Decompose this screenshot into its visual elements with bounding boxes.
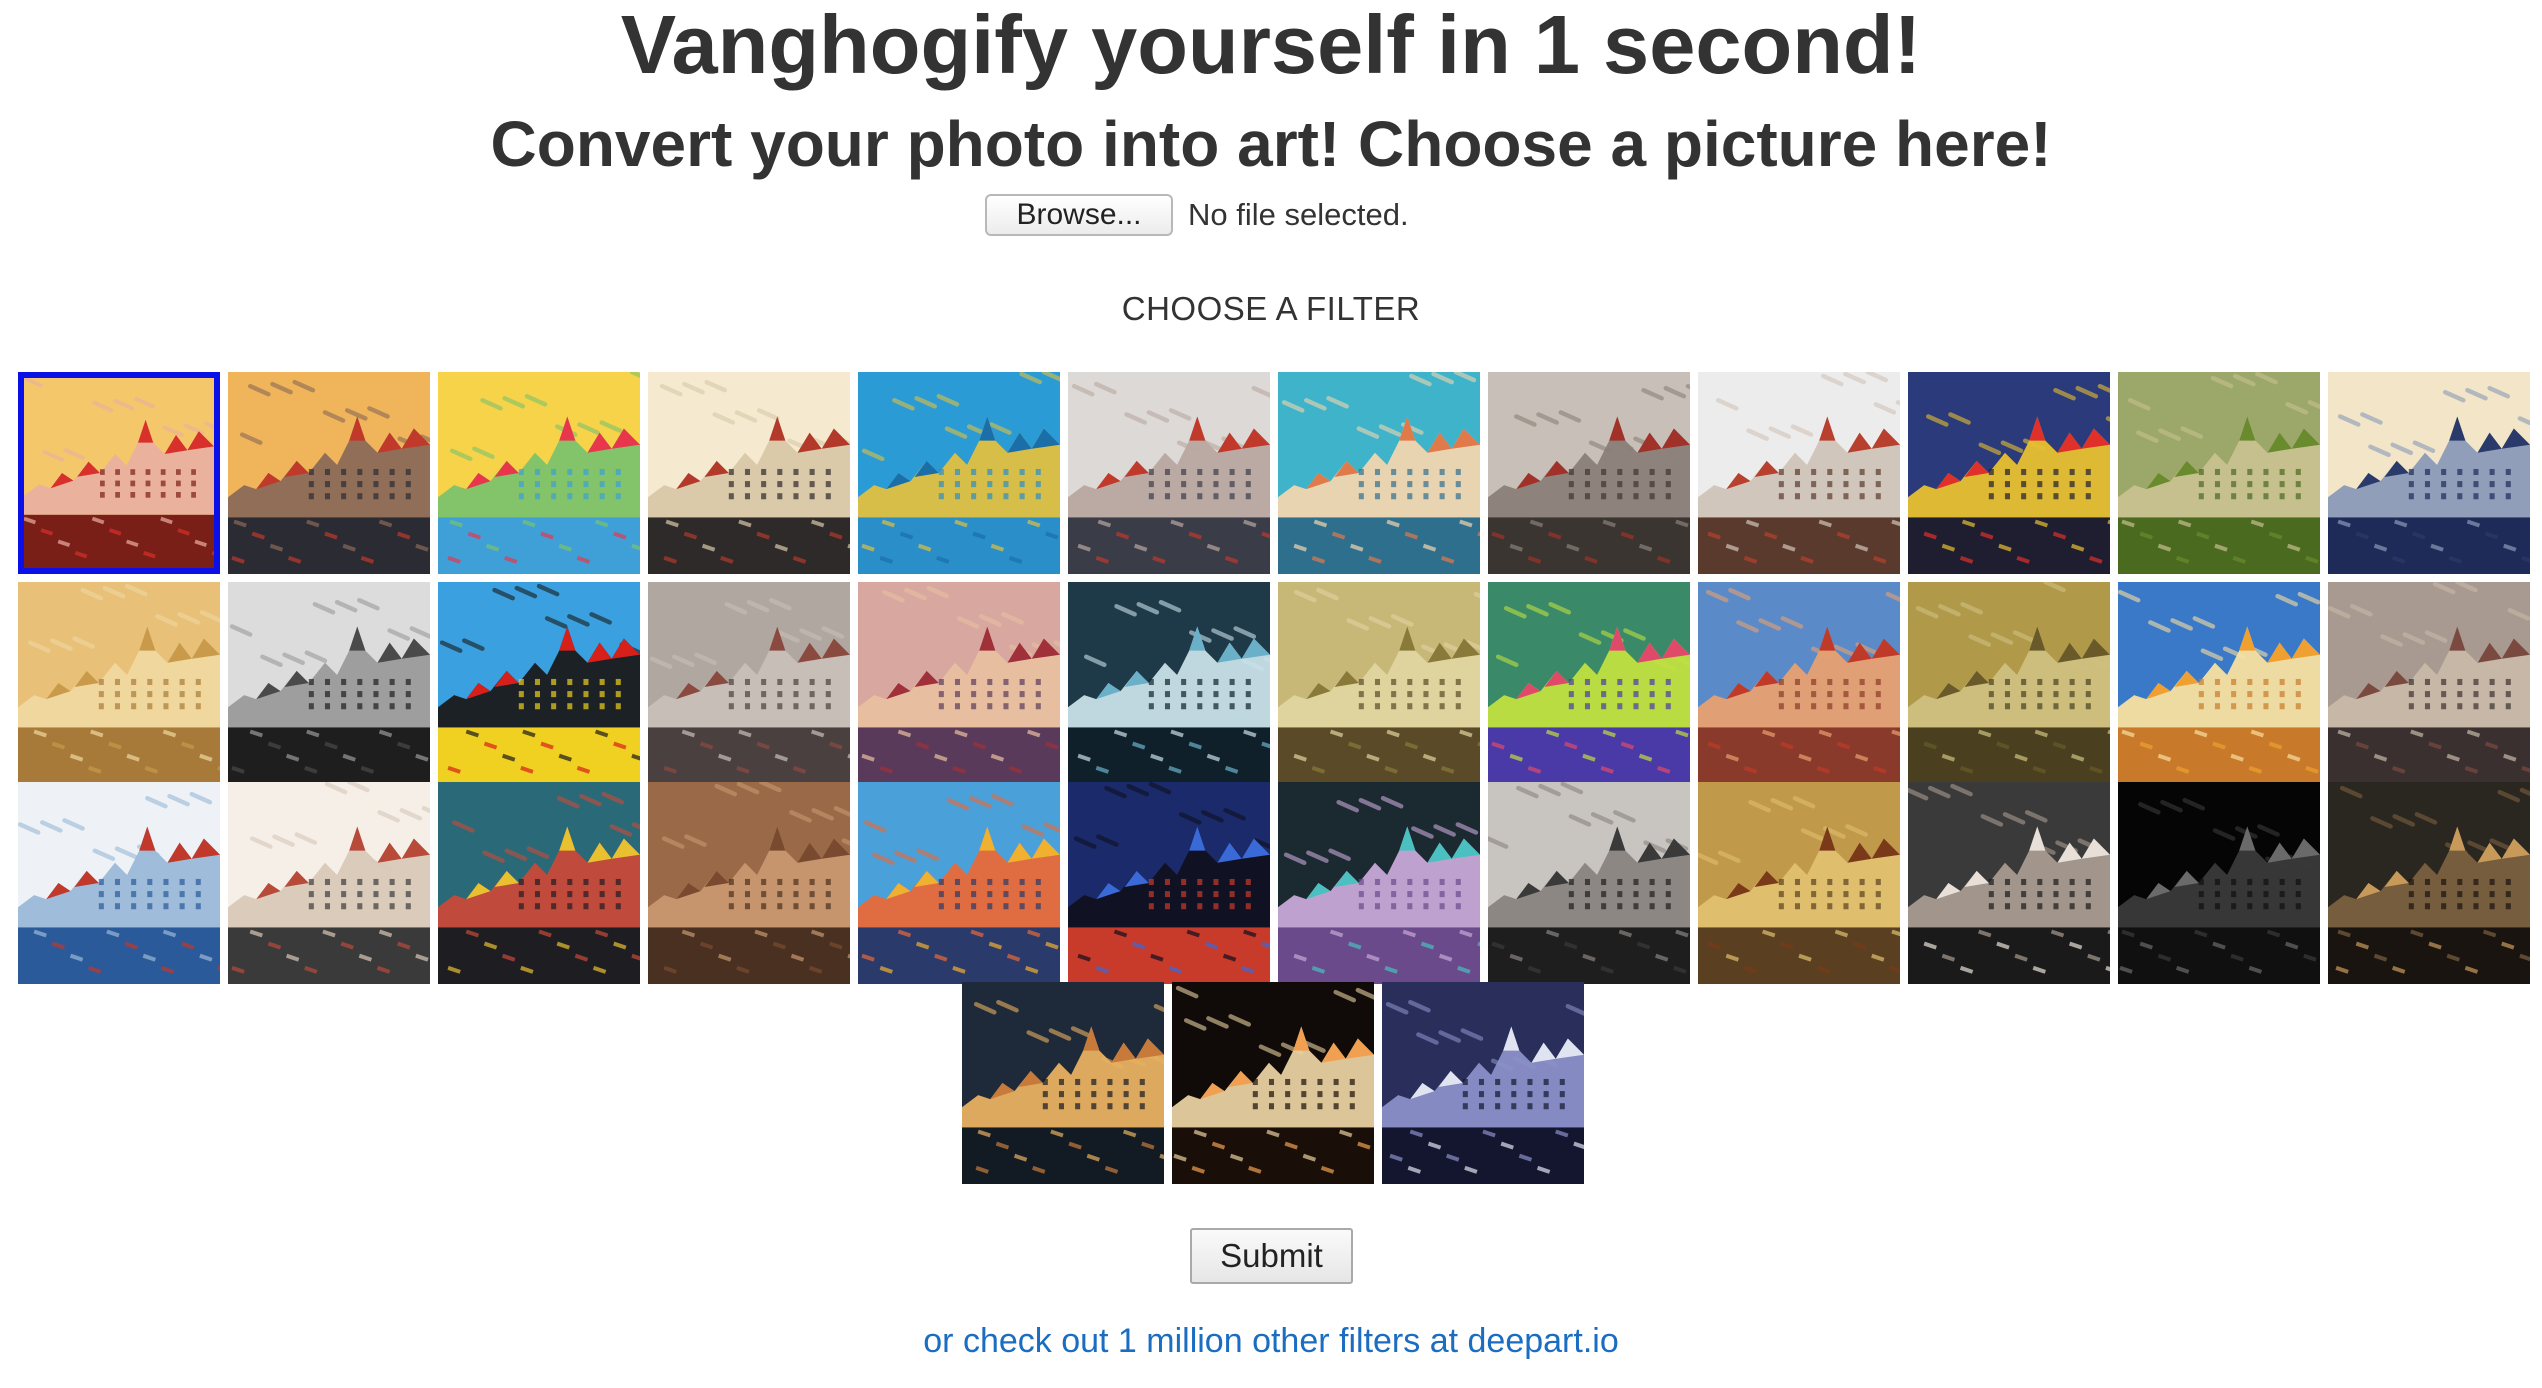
filter-thumbnail-34 (1908, 782, 2110, 984)
filter-option-15[interactable] (438, 582, 640, 784)
filter-option-33[interactable] (1698, 782, 1900, 984)
filter-thumbnail-29 (858, 782, 1060, 984)
filter-option-4[interactable] (648, 372, 850, 574)
filter-thumbnail-1 (24, 378, 214, 568)
filter-thumbnail-6 (1068, 372, 1270, 574)
filter-option-23[interactable] (2118, 582, 2320, 784)
filter-option-31[interactable] (1278, 782, 1480, 984)
filter-thumbnail-5 (858, 372, 1060, 574)
filter-option-9[interactable] (1698, 372, 1900, 574)
filter-thumbnail-30 (1068, 782, 1270, 984)
filter-option-6[interactable] (1068, 372, 1270, 574)
filter-option-30[interactable] (1068, 782, 1270, 984)
page-title: Vanghogify yourself in 1 second! (620, 0, 1922, 91)
filter-option-10[interactable] (1908, 372, 2110, 574)
filter-thumbnail-18 (1068, 582, 1270, 784)
filter-thumbnail-36 (2328, 782, 2530, 984)
filter-option-28[interactable] (648, 782, 850, 984)
filter-thumbnail-35 (2118, 782, 2320, 984)
filter-thumbnail-26 (228, 782, 430, 984)
filter-thumbnail-13 (18, 582, 220, 784)
filter-thumbnail-32 (1488, 782, 1690, 984)
filter-option-8[interactable] (1488, 372, 1690, 574)
filter-option-21[interactable] (1698, 582, 1900, 784)
deepart-link[interactable]: or check out 1 million other filters at … (923, 1322, 1619, 1360)
filter-option-3[interactable] (438, 372, 640, 574)
filter-thumbnail-23 (2118, 582, 2320, 784)
filter-option-2[interactable] (228, 372, 430, 574)
filter-thumbnail-27 (438, 782, 640, 984)
filter-thumbnail-25 (18, 782, 220, 984)
filter-option-34[interactable] (1908, 782, 2110, 984)
filter-thumbnail-39 (1382, 982, 1584, 1184)
filter-thumbnail-14 (228, 582, 430, 784)
filter-thumbnail-11 (2118, 372, 2320, 574)
filter-option-13[interactable] (18, 582, 220, 784)
filter-option-7[interactable] (1278, 372, 1480, 574)
file-status-text: No file selected. (1188, 197, 1409, 232)
filter-option-19[interactable] (1278, 582, 1480, 784)
filter-thumbnail-10 (1908, 372, 2110, 574)
filter-option-5[interactable] (858, 372, 1060, 574)
filter-heading: CHOOSE A FILTER (1121, 290, 1421, 327)
filter-thumbnail-37 (962, 982, 1164, 1184)
page-subtitle: Convert your photo into art! Choose a pi… (490, 108, 2052, 180)
filter-thumbnail-8 (1488, 372, 1690, 574)
filter-option-24[interactable] (2328, 582, 2530, 784)
filter-option-25[interactable] (18, 782, 220, 984)
filter-thumbnail-4 (648, 372, 850, 574)
filter-option-18[interactable] (1068, 582, 1270, 784)
filter-option-1[interactable] (18, 372, 220, 574)
filter-thumbnail-24 (2328, 582, 2530, 784)
filter-thumbnail-19 (1278, 582, 1480, 784)
filter-thumbnail-31 (1278, 782, 1480, 984)
filter-option-22[interactable] (1908, 582, 2110, 784)
filter-option-20[interactable] (1488, 582, 1690, 784)
filter-option-14[interactable] (228, 582, 430, 784)
filter-option-29[interactable] (858, 782, 1060, 984)
filter-option-39[interactable] (1382, 982, 1584, 1184)
filter-thumbnail-12 (2328, 372, 2530, 574)
filter-thumbnail-16 (648, 582, 850, 784)
filter-option-37[interactable] (962, 982, 1164, 1184)
filter-option-32[interactable] (1488, 782, 1690, 984)
filter-thumbnail-15 (438, 582, 640, 784)
filter-thumbnail-9 (1698, 372, 1900, 574)
filter-option-38[interactable] (1172, 982, 1374, 1184)
filter-thumbnail-3 (438, 372, 640, 574)
filter-thumbnail-7 (1278, 372, 1480, 574)
filter-option-26[interactable] (228, 782, 430, 984)
filter-option-17[interactable] (858, 582, 1060, 784)
filter-thumbnail-22 (1908, 582, 2110, 784)
filter-thumbnail-2 (228, 372, 430, 574)
filter-option-36[interactable] (2328, 782, 2530, 984)
filter-option-16[interactable] (648, 582, 850, 784)
filter-thumbnail-17 (858, 582, 1060, 784)
filter-thumbnail-38 (1172, 982, 1374, 1184)
filter-option-12[interactable] (2328, 372, 2530, 574)
filter-option-27[interactable] (438, 782, 640, 984)
browse-button[interactable]: Browse... (985, 194, 1173, 236)
filter-thumbnail-21 (1698, 582, 1900, 784)
file-upload-row: Browse... No file selected. (985, 193, 1409, 237)
submit-button[interactable]: Submit (1190, 1228, 1353, 1284)
filter-option-35[interactable] (2118, 782, 2320, 984)
filter-thumbnail-33 (1698, 782, 1900, 984)
filter-option-11[interactable] (2118, 372, 2320, 574)
filter-thumbnail-20 (1488, 582, 1690, 784)
filter-thumbnail-28 (648, 782, 850, 984)
